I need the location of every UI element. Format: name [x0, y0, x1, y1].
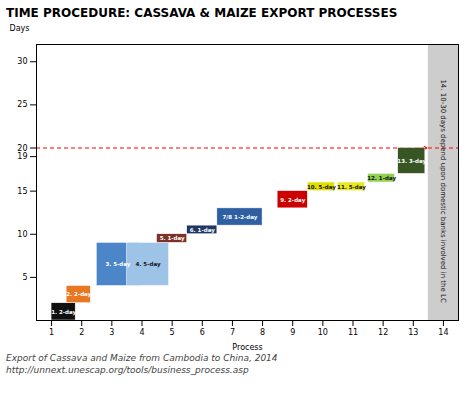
svg-text:6: 6 [200, 328, 205, 337]
svg-text:15: 15 [17, 187, 27, 196]
svg-text:3: 3 [109, 328, 114, 337]
svg-text:14. 10-30 days depend upon dom: 14. 10-30 days depend upon domestic bank… [439, 79, 447, 303]
svg-text:13. 3-day: 13. 3-day [397, 158, 426, 165]
svg-text:Days: Days [10, 24, 30, 33]
svg-text:1: 1 [49, 328, 54, 337]
svg-text:30: 30 [17, 57, 27, 66]
svg-text:8: 8 [260, 328, 265, 337]
svg-text:14: 14 [438, 328, 448, 337]
svg-text:12: 12 [378, 328, 388, 337]
svg-text:5: 5 [170, 328, 175, 337]
svg-text:2. 2-day: 2. 2-day [66, 291, 91, 298]
svg-text:5. 1-day: 5. 1-day [160, 235, 185, 242]
svg-text:9: 9 [290, 328, 295, 337]
svg-text:11. 5-day: 11. 5-day [337, 184, 366, 191]
svg-text:1. 2-day: 1. 2-day [51, 309, 76, 316]
svg-text:6. 1-day: 6. 1-day [190, 227, 215, 234]
svg-text:7: 7 [230, 328, 235, 337]
svg-text:12. 1-day: 12. 1-day [367, 175, 396, 182]
svg-text:Process: Process [232, 343, 262, 352]
svg-text:19: 19 [17, 152, 27, 161]
svg-text:7/8 1-2-day: 7/8 1-2-day [223, 214, 258, 221]
svg-text:25: 25 [17, 100, 27, 109]
svg-text:4. 5-day: 4. 5-day [136, 261, 161, 268]
svg-text:5: 5 [22, 273, 27, 282]
svg-text:11: 11 [348, 328, 358, 337]
svg-text:2: 2 [79, 328, 84, 337]
html-text:TIME PROCEDURE: CASSAVA & MAIZ: TIME PROCEDURE: CASSAVA & MAIZE EXPORT P… [6, 6, 398, 20]
svg-text:3. 5-day: 3. 5-day [105, 261, 130, 268]
html-text:http://unnext.unescap.org/tool: http://unnext.unescap.org/tools/business… [6, 365, 249, 375]
html-text:Export of Cassava and Maize fr: Export of Cassava and Maize from Cambodi… [6, 353, 278, 363]
svg-text:10. 5-day: 10. 5-day [307, 184, 336, 191]
svg-text:10: 10 [318, 328, 328, 337]
svg-text:4: 4 [139, 328, 144, 337]
svg-text:9. 2-day: 9. 2-day [280, 197, 305, 204]
svg-text:20: 20 [17, 144, 27, 153]
svg-text:13: 13 [408, 328, 418, 337]
svg-text:10: 10 [17, 230, 27, 239]
